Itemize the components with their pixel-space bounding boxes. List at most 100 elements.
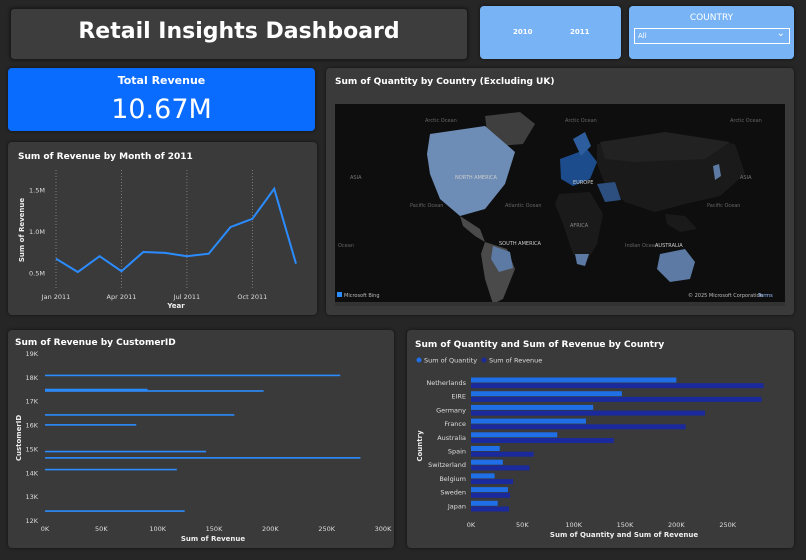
map-label-europe: EUROPE [573,180,593,186]
country-x-tick-2: 100K [565,521,582,529]
country-quantity-bar-0 [471,377,677,383]
map-japan [713,164,721,180]
country-revenue-bar-7 [471,479,514,485]
country-x-tick-3: 150K [617,521,634,529]
legend-quantity-label: Sum of Quantity [424,357,477,365]
chevron-down-icon: ⌄ [776,28,785,39]
bing-logo-icon [337,292,342,297]
line-y-axis-label: Sum of Revenue [18,198,26,262]
legend-quantity-marker [416,357,422,363]
customer-x-tick-1: 50K [95,525,108,533]
dashboard-title-card: Retail Insights Dashboard [10,8,468,60]
country-revenue-bar-6 [471,465,530,471]
customer-x-axis-label: Sum of Revenue [181,535,245,543]
map-terms-link[interactable]: Terms [757,293,773,299]
country-label-8: Sweden [440,489,466,497]
line-chart-title: Sum of Revenue by Month of 2011 [18,152,193,162]
world-map[interactable]: Arctic Ocean Arctic Ocean Arctic Ocean N… [335,104,785,306]
customer-y-tick-6: 18K [25,374,38,382]
map-label-asia-east: ASIA [740,175,752,181]
year-2011-tile[interactable]: 2011 [570,28,590,36]
line-y-tick-2: 1.5M [29,186,45,194]
customer-bar-14156 [45,468,177,471]
country-quantity-bar-3 [471,418,586,424]
country-revenue-bar-0 [471,383,764,389]
country-revenue-bar-2 [471,410,706,416]
country-x-tick-0: 0K [467,521,476,529]
map-label-arctic-3: Arctic Ocean [730,118,762,124]
map-africa [555,192,603,264]
country-quantity-bar-6 [471,459,503,465]
country-revenue-bar-4 [471,438,614,443]
customer-bar-17511 [45,388,148,391]
customer-y-tick-0: 12K [25,517,38,525]
customer-y-tick-2: 14K [25,469,38,477]
country-quantity-bar-7 [471,473,495,479]
revenue-by-month-panel: Sum of Revenue by Month of 2011 Jan 2011… [8,142,317,315]
country-x-tick-1: 50K [516,521,529,529]
country-chart-title: Sum of Quantity and Sum of Revenue by Co… [415,340,665,350]
country-label-9: Japan [447,502,466,510]
year-slicer[interactable]: 2010 2011 [480,6,621,59]
map-brazil [491,246,513,272]
customer-bar-16029 [45,424,137,426]
line-x-tick-1: Apr 2011 [107,293,137,301]
revenue-by-customer-chart: 12K 13K 14K 15K 16K 17K 18K 19K 0K 50K 100K 150K 200… [15,350,392,543]
map-attribution-right: © 2025 Microsoft Corporation [688,292,763,299]
country-dropdown-value: All [638,32,647,40]
customer-bar-17450 [45,390,264,392]
map-label-australia: AUSTRALIA [655,243,683,249]
map-label-arctic-2: Arctic Ocean [565,118,597,124]
total-revenue-value: 10.67M [111,94,212,125]
year-2010-tile[interactable]: 2010 [513,28,533,36]
country-quantity-bar-8 [471,487,508,493]
country-quantity-bar-4 [471,432,558,438]
map-label-ocean-edge: Ocean [338,243,354,249]
country-label-3: France [444,420,466,428]
country-label-0: Netherlands [426,379,466,387]
map-panel: Sum of Quantity by Country (Excluding UK… [326,68,794,315]
country-revenue-bar-8 [471,492,511,498]
quantity-revenue-by-country-panel: Sum of Quantity and Sum of Revenue by Co… [407,330,794,548]
customer-y-tick-7: 19K [25,350,38,358]
map-label-north-america: NORTH AMERICA [455,175,498,181]
map-scandinavia [573,132,591,156]
map-label-south-america: SOUTH AMERICA [499,241,542,247]
country-quantity-bar-5 [471,446,500,451]
country-x-tick-5: 250K [719,521,736,529]
customer-bar-12415 [45,510,185,512]
line-x-axis-label: Year [166,302,185,310]
customer-y-tick-1: 13K [25,493,38,501]
map-label-pacific-1: Pacific Ocean [410,203,443,209]
country-revenue-bar-9 [471,506,509,512]
customer-bar-14646 [45,457,361,459]
map-europe [560,149,597,186]
map-attribution-left: Microsoft Bing [344,293,380,299]
customer-x-tick-3: 150K [206,525,223,533]
customer-bar-14911 [45,450,207,453]
map-southeast-asia [665,214,697,232]
country-revenue-bar-5 [471,451,534,457]
line-y-tick-0: 0.5M [29,270,45,278]
country-dropdown[interactable]: All ⌄ [634,28,790,44]
legend-revenue-marker [481,357,487,363]
map-australia [657,249,695,282]
country-label-7: Belgium [439,475,466,483]
revenue-by-customer-panel: Sum of Revenue by CustomerID 12K 13K 14K 15… [8,330,394,548]
map-label-arctic-1: Arctic Ocean [425,118,457,124]
map-north-america [427,126,515,216]
customer-chart-title: Sum of Revenue by CustomerID [15,338,176,348]
customer-x-tick-5: 250K [318,525,335,533]
map-label-asia-west: ASIA [350,175,362,181]
map-central-america [460,216,485,242]
country-label-2: Germany [436,406,466,414]
quantity-revenue-by-country-chart: Sum of Quantity Sum of Revenue Netherlands… [416,357,764,539]
line-series-revenue [55,186,297,274]
customer-bar-16446 [45,414,235,416]
customer-y-tick-3: 15K [25,445,38,453]
country-x-axis-label: Sum of Quantity and Sum of Revenue [550,531,698,539]
country-label-6: Switzerland [428,461,466,469]
country-quantity-bar-2 [471,404,594,410]
legend-revenue-label: Sum of Revenue [489,357,542,365]
map-label-atlantic: Atlantic Ocean [505,203,542,209]
